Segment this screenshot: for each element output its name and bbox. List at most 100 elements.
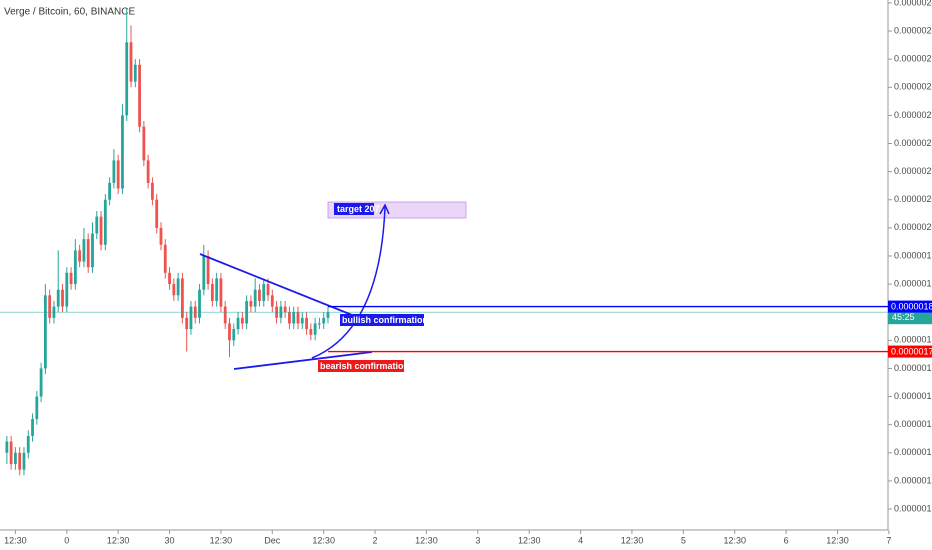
candle-body <box>262 284 266 301</box>
candle-body <box>31 419 34 436</box>
x-tick-label: 12:30 <box>415 535 438 545</box>
y-tick-label: 0.00000215 <box>894 138 932 148</box>
candle-body <box>258 289 261 301</box>
candle-body <box>95 216 99 234</box>
candle-body <box>146 160 150 183</box>
candle-body <box>283 306 287 313</box>
candle-body <box>180 278 184 318</box>
x-tick-label: 12:30 <box>210 535 233 545</box>
candle-body <box>172 284 176 296</box>
candle-body <box>121 115 124 189</box>
x-tick-label: 3 <box>475 535 480 545</box>
candle-body <box>232 329 236 341</box>
x-tick-label: 7 <box>886 535 891 545</box>
candle-body <box>14 452 17 465</box>
y-tick-label: 0.00000165 <box>894 419 932 429</box>
x-tick-label: 2 <box>373 535 378 545</box>
x-tick-label: 12:30 <box>312 535 335 545</box>
arrow-head <box>379 203 390 215</box>
x-tick-label: 6 <box>784 535 789 545</box>
candle-body <box>219 278 223 307</box>
candle-body <box>270 295 274 307</box>
candle-body <box>82 239 86 262</box>
bullish-label: bullish confirmation line <box>342 315 446 325</box>
candle-body <box>56 289 60 307</box>
y-tick-label: 0.00000155 <box>894 475 932 485</box>
y-tick-label: 0.00000195 <box>894 250 932 260</box>
candle-body <box>22 452 26 470</box>
candle-body <box>266 284 270 296</box>
candle-body <box>228 323 231 341</box>
candle-body <box>288 312 291 324</box>
x-tick-label: 12:30 <box>518 535 541 545</box>
x-tick-label: 4 <box>578 535 583 545</box>
candle-body <box>168 272 171 285</box>
x-tick-label: 12:30 <box>621 535 644 545</box>
x-tick-label: 12:30 <box>826 535 849 545</box>
y-tick-label: 0.00000200 <box>894 222 932 232</box>
candle-body <box>48 295 52 318</box>
candle-body <box>206 255 210 285</box>
candle-body <box>69 272 73 285</box>
y-tick-label: 0.00000160 <box>894 447 932 457</box>
candle-body <box>189 306 193 330</box>
candle-body <box>103 199 107 245</box>
candle-body <box>65 272 69 307</box>
x-tick-label: Dec <box>264 535 281 545</box>
trendline-lower <box>233 351 373 370</box>
y-tick-label: 0.00000220 <box>894 110 932 120</box>
x-tick-label: 30 <box>165 535 175 545</box>
candle-body <box>78 250 82 262</box>
y-tick-label: 0.00000170 <box>894 391 932 401</box>
x-tick-label: 0 <box>64 535 69 545</box>
y-tick-label: 0.00000225 <box>894 82 932 92</box>
candle-body <box>116 160 120 189</box>
chart-title: Verge / Bitcoin, 60, BINANCE <box>4 7 136 18</box>
y-tick-label: 0.00000205 <box>894 194 932 204</box>
candle-body <box>305 317 308 330</box>
countdown: 45:25 <box>892 312 915 322</box>
candle-body <box>43 295 47 369</box>
y-tick-label: 0.00000175 <box>894 363 932 373</box>
y-tick-label: 0.00000235 <box>894 25 932 35</box>
candle-body <box>253 289 257 307</box>
candle-body <box>138 64 141 127</box>
candle-body <box>300 317 304 324</box>
candle-body <box>202 255 206 290</box>
target-label: target 207 <box>337 204 380 214</box>
y-tick-label: 0.00000240 <box>894 0 932 7</box>
candle-body <box>185 317 189 330</box>
candle-body <box>292 312 296 324</box>
candle-body <box>296 312 300 324</box>
candle-body <box>210 284 214 301</box>
x-tick-label: 5 <box>681 535 686 545</box>
projection-arc <box>311 206 386 359</box>
candle-body <box>39 368 43 397</box>
candle-body <box>108 182 112 200</box>
candle-body <box>155 199 159 228</box>
candle-body <box>133 64 137 82</box>
candle-body <box>176 278 180 296</box>
candle-body <box>215 278 219 301</box>
candle-body <box>142 126 146 161</box>
last-price-box <box>888 311 932 325</box>
candle-body <box>9 441 13 465</box>
trendline-upper <box>199 253 373 324</box>
candle-body <box>322 317 326 324</box>
bearish-label: bearish confirmation line <box>320 361 427 371</box>
candle-body <box>61 289 64 307</box>
candle-body <box>236 317 240 330</box>
candle-body <box>326 312 330 318</box>
y-tick-label: 0.00000190 <box>894 278 932 288</box>
level-label: 0.00000178 <box>891 346 932 356</box>
candle-body <box>99 216 103 245</box>
bearish-label-box <box>318 360 404 372</box>
candle-body <box>223 306 227 324</box>
plot <box>0 8 888 476</box>
y-tick-label: 0.00000230 <box>894 54 932 64</box>
level-label-box <box>888 345 932 358</box>
level-label: 0.00000186 <box>891 301 932 311</box>
x-tick-label: 12:30 <box>723 535 746 545</box>
